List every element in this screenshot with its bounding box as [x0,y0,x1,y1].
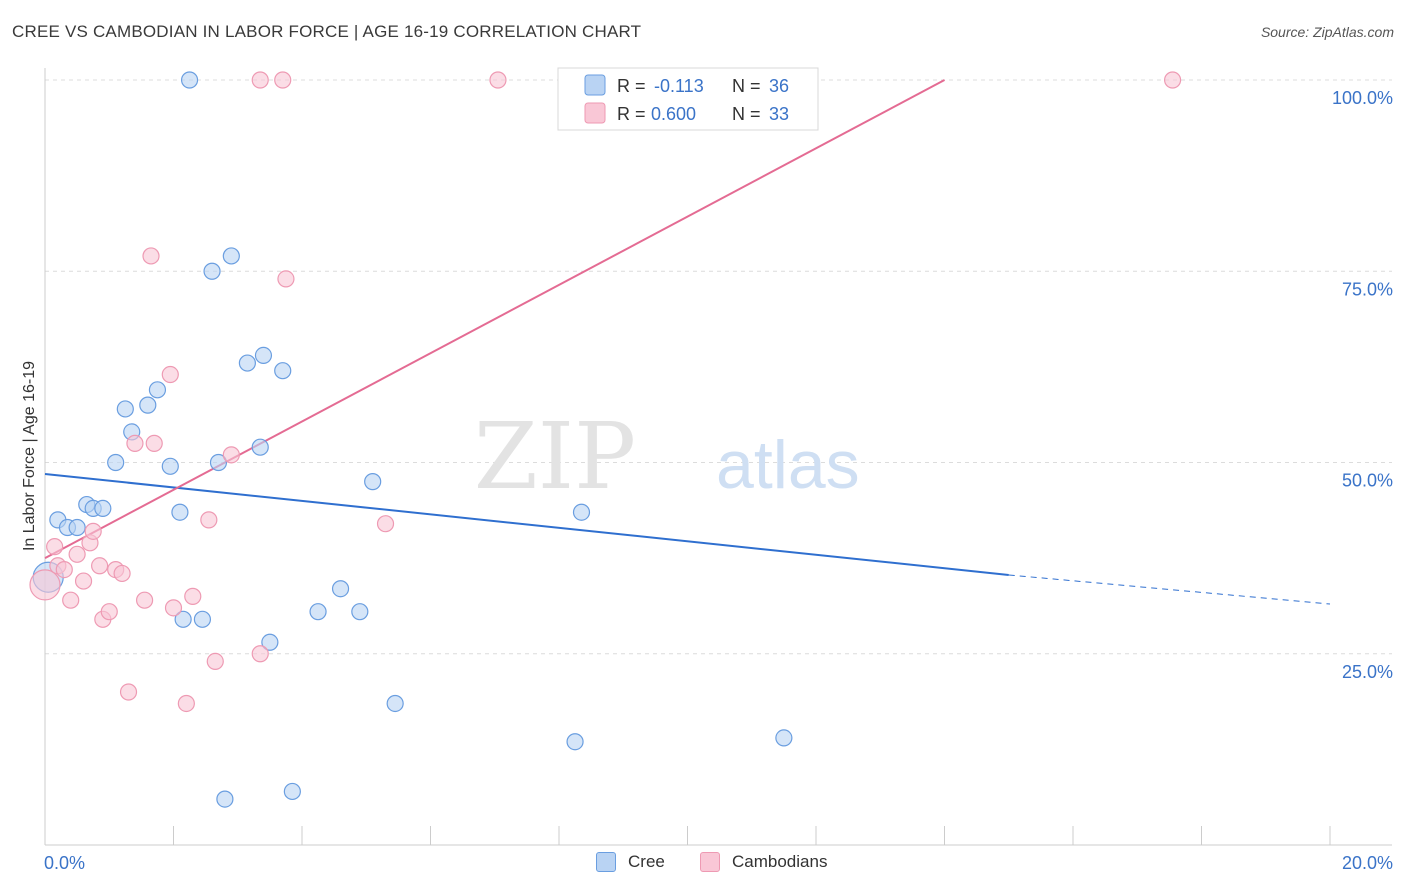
legend-box: R = -0.113 N = 36 R = 0.600 N = 33 [557,67,819,131]
legend-camb-n-value: 33 [769,104,789,124]
y-tick-label: 75.0% [1342,279,1393,299]
cambodians-point [489,71,507,89]
cambodians-point [142,247,160,265]
cree-point [331,580,350,598]
cree-point [94,499,112,517]
cree-point [161,457,179,475]
cambodians-point [161,365,179,384]
chart-source: Source: ZipAtlas.com [1260,24,1394,40]
cambodians-trend-line [44,79,945,560]
x-tick-label: 20.0% [1342,853,1393,873]
cree-point [775,729,793,747]
watermark-zip: ZIP [474,403,636,510]
cambodians-point [68,545,86,563]
cree-trend-line [44,472,1009,576]
cambodians-point [251,645,269,663]
cree-point [274,362,292,380]
cambodians-point [274,71,292,89]
cree-point [209,453,228,472]
cree-point [251,438,269,456]
y-tick-label: 100.0% [1332,88,1393,108]
cree-point [572,503,591,521]
legend-cree-n-value: 36 [769,76,789,96]
cambodians-point [164,599,183,617]
cree-trend-extension [1008,574,1331,605]
cree-point [261,633,279,651]
legend-cree-r-value: -0.113 [654,76,704,96]
cree-point [116,400,134,418]
cambodians-point [145,434,163,452]
watermark: ZIP atlas [474,403,860,510]
cree-point [139,396,157,414]
cambodians-point [126,434,144,452]
cree-point [254,346,273,364]
y-tick-label: 25.0% [1342,662,1393,682]
cree-point [309,603,327,621]
cree-point [364,473,382,491]
cambodians-point [84,522,102,540]
watermark-atlas: atlas [716,427,860,503]
cree-point [386,694,404,713]
cambodians-point [119,683,138,701]
cree-point [193,610,212,628]
legend-camb-r-label: R = [617,104,646,124]
axes [44,68,1392,846]
chart-title: CREE VS CAMBODIAN IN LABOR FORCE | AGE 1… [12,22,642,41]
cambodians-point [29,569,61,601]
trend-lines [44,79,1331,605]
cambodians-point [113,564,131,583]
cambodians-point [135,591,154,609]
cree-point [216,790,234,808]
cambodians-point [251,71,269,89]
cambodians-swatch [700,852,720,872]
cree-swatch [596,852,616,872]
cambodians-point [55,560,73,579]
cambodians-point [376,515,395,533]
cree-point [566,733,584,751]
cambodians-point [1163,71,1182,89]
cree-point [180,71,199,89]
cambodians-point [100,603,118,621]
legend-camb-n-label: N = [732,104,761,124]
cambodians-point [74,572,93,590]
cree-point [222,247,240,265]
legend-cree-label: Cree [628,852,665,871]
y-tick-label: 50.0% [1342,471,1393,491]
legend-cambodians-label: Cambodians [732,852,828,871]
cambodians-point [184,587,202,605]
cambodians-point [200,511,218,529]
cambodians-point [177,694,195,713]
cree-point [238,354,256,372]
legend-cree-n-label: N = [732,76,761,96]
cree-point [148,381,167,399]
cambodians-point [277,270,295,288]
legend-camb-r-value: 0.600 [651,104,696,124]
legend-item-cambodians[interactable]: Cambodians [700,852,827,872]
data-points [29,71,1182,808]
x-tick-label: 0.0% [44,853,85,873]
legend-cree-swatch [584,74,606,96]
cambodians-point [91,557,109,575]
cree-point [203,262,221,280]
tick-labels: 100.0% 75.0% 50.0% 25.0% 0.0% 20.0% [44,88,1393,873]
cambodians-point [62,591,80,609]
legend-item-cree[interactable]: Cree [596,852,665,872]
cree-point [107,453,125,472]
legend-cree-r-label: R = [617,76,646,96]
legend-camb-swatch [584,102,606,124]
cree-point [283,782,301,801]
cambodians-point [46,538,64,556]
bottom-legend: Cree Cambodians [0,852,1406,876]
cambodians-point [222,446,240,464]
cambodians-point [206,652,224,671]
cree-point [174,610,192,628]
cree-point [351,603,369,621]
cree-point [68,518,86,537]
cree-point [171,503,189,521]
